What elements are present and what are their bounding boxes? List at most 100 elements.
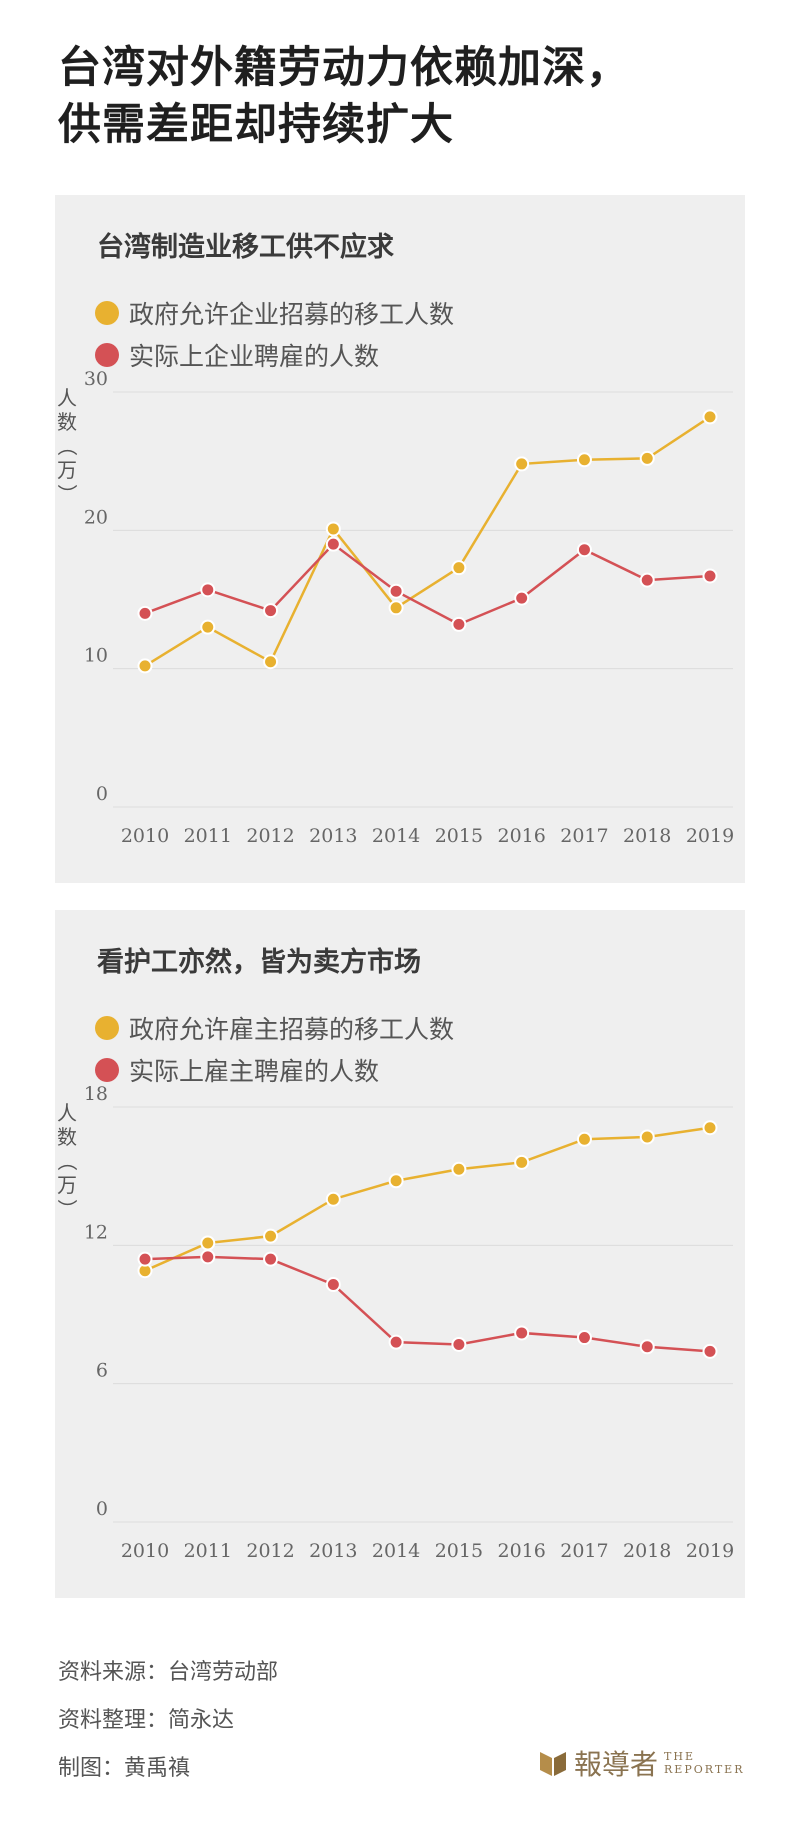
- data-point: [263, 654, 279, 670]
- chart-legend: 政府允许企业招募的移工人数 实际上企业聘雇的人数: [95, 292, 454, 376]
- data-point: [200, 582, 216, 598]
- x-tick-label: 2010: [121, 825, 169, 847]
- y-tick-label: 30: [84, 368, 108, 390]
- reporter-logo-icon: [540, 1752, 566, 1776]
- x-tick-label: 2015: [435, 825, 483, 847]
- data-point: [639, 1339, 655, 1355]
- data-point: [514, 1154, 530, 1170]
- legend-label: 政府允许雇主招募的移工人数: [129, 1015, 455, 1044]
- data-point: [639, 450, 655, 466]
- data-point: [200, 619, 216, 635]
- data-point: [514, 1325, 530, 1341]
- y-tick-label: 12: [84, 1221, 108, 1243]
- data-point: [576, 1131, 592, 1147]
- y-axis-label-char: 万: [57, 1173, 77, 1197]
- y-axis-label-char: （: [55, 436, 79, 456]
- data-point: [639, 572, 655, 588]
- y-tick-label: 18: [84, 1083, 108, 1105]
- legend-marker-yellow: [95, 1016, 119, 1040]
- y-axis-label-char: （: [55, 1151, 79, 1171]
- y-axis-label-char: ）: [55, 484, 79, 504]
- y-tick-label: 6: [96, 1360, 108, 1382]
- data-point: [576, 1330, 592, 1346]
- series-line-1: [144, 1255, 711, 1353]
- x-tick-label: 2015: [435, 1540, 483, 1562]
- y-tick-label: 20: [84, 506, 108, 528]
- legend-marker-yellow: [95, 301, 119, 325]
- y-axis-label-char: 人: [57, 386, 77, 410]
- x-tick-label: 2013: [309, 825, 357, 847]
- data-point: [137, 605, 153, 621]
- data-point: [325, 1191, 341, 1207]
- data-point: [451, 1161, 467, 1177]
- page-title: 台湾对外籍劳动力依赖加深， 供需差距却持续扩大: [58, 40, 758, 154]
- legend-marker-red: [95, 343, 119, 367]
- data-point: [200, 1235, 216, 1251]
- x-tick-label: 2012: [246, 825, 294, 847]
- y-axis-label-char: 数: [57, 410, 77, 434]
- title-line-1: 台湾对外籍劳动力依赖加深，: [58, 43, 630, 93]
- x-tick-label: 2014: [372, 825, 420, 847]
- source-note: 资料来源：台湾劳动部: [58, 1660, 279, 1685]
- x-tick-label: 2010: [121, 1540, 169, 1562]
- x-tick-label: 2016: [497, 825, 545, 847]
- chart-title: 看护工亦然，皆为卖方市场: [97, 947, 421, 978]
- line-chart-manufacturing: 0 10 20 30 人数（万） 2010 2011 2012 2013 2014 2015 2016…: [55, 368, 734, 847]
- data-point: [263, 1228, 279, 1244]
- data-point: [702, 1343, 718, 1359]
- y-tick-label: 10: [84, 645, 108, 667]
- data-point: [576, 452, 592, 468]
- y-tick-label: 0: [96, 1498, 108, 1520]
- y-tick-label: 0: [96, 783, 108, 805]
- data-point: [263, 1251, 279, 1267]
- data-point: [451, 1336, 467, 1352]
- series-line-0: [144, 1126, 711, 1272]
- x-tick-label: 2019: [686, 1540, 734, 1562]
- reporter-logo: 報導者 THE REPORTER: [540, 1743, 745, 1783]
- legend-marker-red: [95, 1058, 119, 1082]
- graphic-by-note: 制图：黄禹禛: [58, 1756, 191, 1781]
- legend-label: 政府允许企业招募的移工人数: [129, 300, 455, 329]
- y-axis-label-char: 人: [57, 1101, 77, 1125]
- logo-en-line2: REPORTER: [664, 1763, 745, 1776]
- x-tick-label: 2012: [246, 1540, 294, 1562]
- series-line-1: [144, 542, 711, 626]
- series-line-0: [144, 415, 711, 667]
- data-point: [514, 456, 530, 472]
- data-point: [702, 568, 718, 584]
- chart-legend: 政府允许雇主招募的移工人数 实际上雇主聘雇的人数: [95, 1007, 454, 1091]
- data-point: [325, 536, 341, 552]
- data-point: [388, 1334, 404, 1350]
- compiled-by-note: 资料整理：简永达: [58, 1708, 235, 1733]
- data-point: [639, 1129, 655, 1145]
- data-point: [325, 1277, 341, 1293]
- data-point: [451, 616, 467, 632]
- data-point: [263, 603, 279, 619]
- title-line-2: 供需差距却持续扩大: [58, 100, 454, 150]
- legend-item-actual: 实际上雇主聘雇的人数: [95, 1049, 454, 1091]
- y-axis-label-char: ）: [55, 1199, 79, 1219]
- chart-title: 台湾制造业移工供不应求: [97, 232, 394, 263]
- legend-label: 实际上企业聘雇的人数: [129, 342, 380, 371]
- data-point: [137, 1251, 153, 1267]
- x-tick-label: 2011: [184, 825, 232, 847]
- chart-panel-caregivers: 看护工亦然，皆为卖方市场 政府允许雇主招募的移工人数 实际上雇主聘雇的人数 0 6…: [55, 910, 745, 1598]
- legend-item-allowed: 政府允许雇主招募的移工人数: [95, 1007, 454, 1049]
- data-point: [325, 521, 341, 537]
- x-tick-label: 2017: [560, 825, 608, 847]
- data-point: [388, 583, 404, 599]
- line-chart-caregivers: 0 6 12 18 人数（万） 2010 2011 2012 2013 2014 2015 2016 2…: [55, 1083, 734, 1562]
- x-tick-label: 2017: [560, 1540, 608, 1562]
- data-point: [200, 1249, 216, 1265]
- legend-item-actual: 实际上企业聘雇的人数: [95, 334, 454, 376]
- data-point: [137, 658, 153, 674]
- logo-text-zh: 報導者: [574, 1748, 659, 1781]
- legend-item-allowed: 政府允许企业招募的移工人数: [95, 292, 454, 334]
- data-point: [388, 600, 404, 616]
- data-point: [451, 560, 467, 576]
- data-point: [702, 409, 718, 425]
- x-tick-label: 2013: [309, 1540, 357, 1562]
- y-axis-label-char: 数: [57, 1125, 77, 1149]
- y-axis-label-char: 万: [57, 458, 77, 482]
- x-tick-label: 2018: [623, 1540, 671, 1562]
